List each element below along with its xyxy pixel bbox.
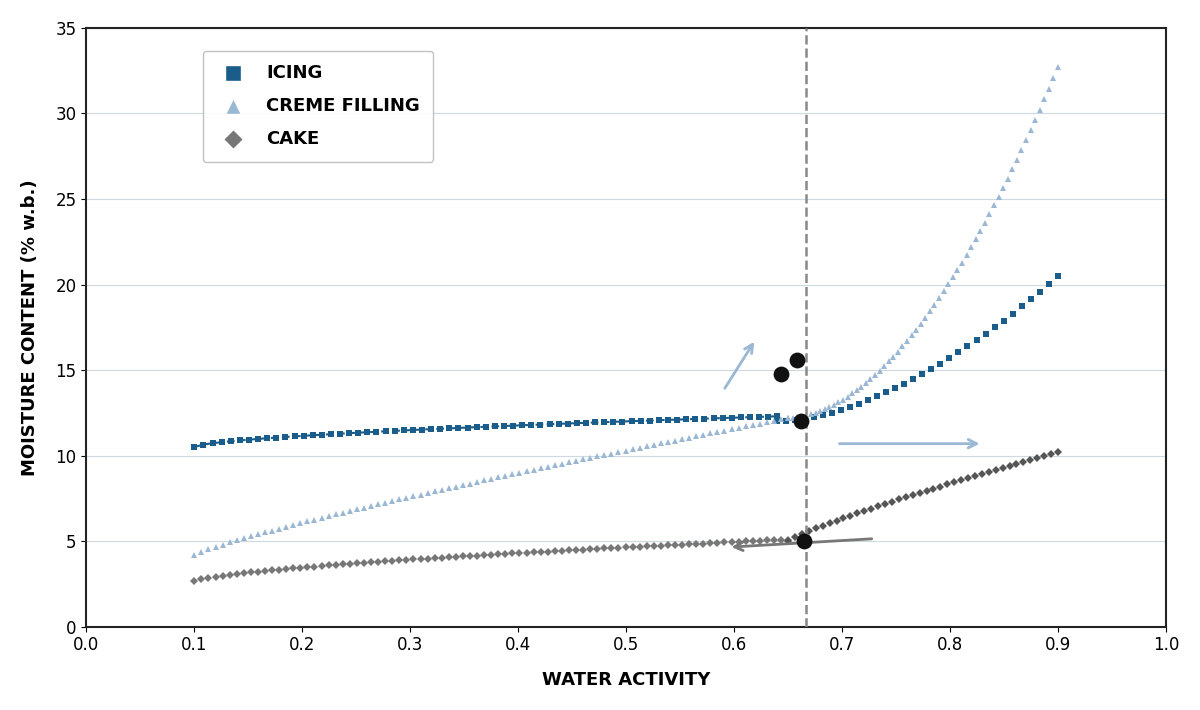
CAKE: [371, 557, 385, 566]
CREME FILLING: [745, 421, 760, 430]
CAKE: [745, 537, 760, 545]
ICING: [770, 412, 785, 420]
CREME FILLING: [371, 500, 385, 508]
ICING: [688, 415, 702, 423]
CREME FILLING: [286, 521, 300, 530]
CAKE: [392, 556, 407, 564]
ICING: [360, 428, 374, 437]
CREME FILLING: [187, 551, 202, 559]
ICING: [187, 443, 202, 452]
Point: [770, 368, 790, 379]
CAKE: [286, 564, 300, 572]
CREME FILLING: [781, 414, 796, 422]
Legend: ICING, CREME FILLING, CAKE: ICING, CREME FILLING, CAKE: [203, 51, 433, 162]
Point: [794, 535, 814, 547]
Line: CREME FILLING: CREME FILLING: [191, 415, 792, 558]
ICING: [752, 413, 767, 421]
Point: [792, 416, 811, 427]
Point: [787, 354, 806, 366]
CREME FILLING: [484, 475, 498, 484]
CAKE: [187, 577, 202, 586]
Line: ICING: ICING: [191, 413, 781, 451]
Line: CAKE: CAKE: [191, 536, 791, 584]
Y-axis label: MOISTURE CONTENT (% w.b.): MOISTURE CONTENT (% w.b.): [20, 179, 38, 476]
CAKE: [484, 550, 498, 559]
X-axis label: WATER ACTIVITY: WATER ACTIVITY: [542, 671, 710, 689]
ICING: [487, 422, 502, 431]
CREME FILLING: [392, 495, 407, 503]
CREME FILLING: [364, 502, 378, 510]
ICING: [324, 430, 338, 439]
CAKE: [781, 535, 796, 544]
ICING: [433, 425, 448, 433]
CAKE: [364, 558, 378, 567]
